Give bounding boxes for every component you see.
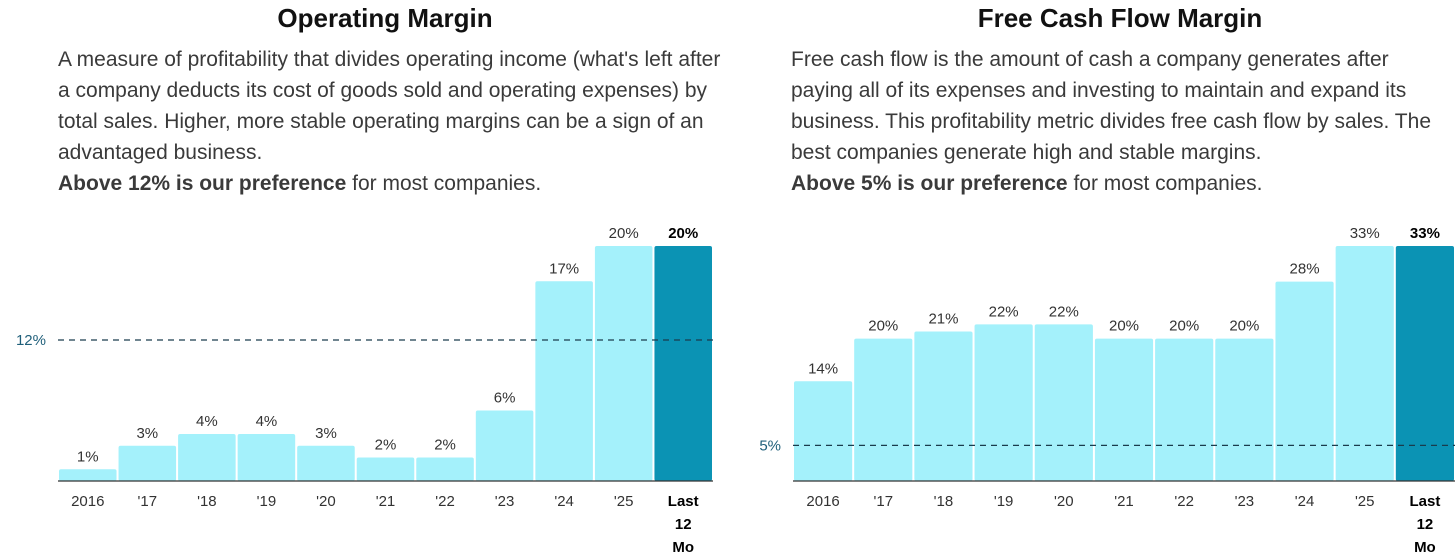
category-label: '22 [1174,493,1194,510]
operating-margin-chart: 1% 2016 3% '17 4% '18 4% '19 3% '20 2% '21 2% '22 6% '2… [16,225,713,556]
bar [1094,338,1154,481]
category-label: '22 [435,493,455,510]
value-label: 3% [136,425,158,442]
category-label: '23 [1235,493,1255,510]
operating-margin-panel: Operating Margin A measure of profitabil… [0,0,720,560]
bar [854,338,913,481]
bar [356,457,415,481]
preference-text: Above 5% is our preference [791,172,1068,195]
bar [297,445,355,481]
preference-rest-text: for most companies. [1067,172,1263,195]
value-label: 4% [196,413,218,430]
panel-description: Free cash flow is the amount of cash a c… [791,44,1456,199]
panel-title: Free Cash Flow Margin [977,3,1263,33]
bar [118,445,177,481]
category-label: '24 [1295,493,1315,510]
reference-line-label: 5% [759,437,781,454]
preference-rest-text: for most companies. [346,172,542,195]
bar [416,457,474,481]
value-label: 4% [256,413,278,430]
free-cash-flow-margin-chart: 14% 2016 20% '17 21% '18 22% '19 22% '20 20% '21 20%… [759,225,1455,556]
description-text: A measure of profitability that divides … [58,48,721,164]
value-label: 21% [928,310,958,327]
value-label: 1% [77,448,99,465]
preference-text: Above 12% is our preference [58,172,347,195]
value-label: 20% [868,318,898,335]
bar [1335,246,1394,481]
category-label: 2016 [71,493,104,510]
category-label: Last 12 Mo [668,493,699,556]
bar-highlight [1395,246,1454,481]
category-label: '20 [1054,493,1074,510]
value-label: 6% [494,390,516,407]
category-label: '20 [316,493,336,510]
bar [237,434,296,481]
bar [1215,338,1274,481]
value-label: 20% [609,225,639,242]
bar-highlight [654,246,712,481]
category-label: 2016 [806,493,839,510]
value-label: 17% [549,260,579,277]
category-label: '25 [1355,493,1375,510]
bar [974,324,1033,481]
category-label: '17 [873,493,893,510]
value-label: 20% [668,225,698,242]
bar [1034,324,1093,481]
value-label: 20% [1229,318,1259,335]
panel-title: Operating Margin [277,3,493,33]
category-label: '23 [495,493,515,510]
category-label: '17 [138,493,158,510]
category-label: '25 [614,493,634,510]
reference-line-label: 12% [16,332,46,349]
value-label: 14% [808,360,838,377]
value-label: 20% [1169,318,1199,335]
category-label: '18 [197,493,217,510]
category-label: '21 [1114,493,1134,510]
category-label: '21 [376,493,396,510]
category-label: '19 [257,493,277,510]
value-label: 2% [375,437,397,454]
bar [535,281,593,481]
category-label: '18 [934,493,954,510]
category-label: '24 [554,493,574,510]
bar [59,469,117,481]
free-cash-flow-margin-panel: Free Cash Flow Margin Free cash flow is … [735,0,1455,560]
bar [794,381,853,481]
bar [914,331,973,481]
description-text: Free cash flow is the amount of cash a c… [791,48,1431,164]
value-label: 33% [1350,225,1380,242]
value-label: 22% [989,303,1019,320]
value-label: 3% [315,425,337,442]
value-label: 20% [1109,318,1139,335]
value-label: 2% [434,437,456,454]
bar [594,246,653,481]
category-label: '19 [994,493,1014,510]
value-label: 22% [1049,303,1079,320]
bar [1275,281,1334,481]
bar [178,434,236,481]
value-label: 28% [1290,261,1320,278]
panel-description: A measure of profitability that divides … [58,44,723,199]
category-label: Last 12 Mo [1409,493,1440,556]
bar [1155,338,1214,481]
value-label: 33% [1410,225,1440,242]
bar [475,410,534,481]
